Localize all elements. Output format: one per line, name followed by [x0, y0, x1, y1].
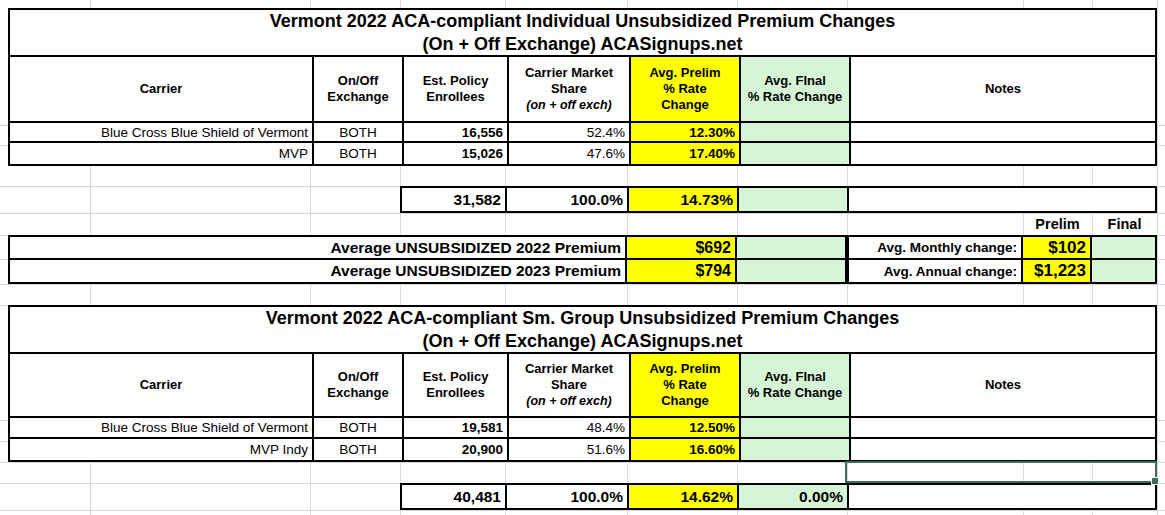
- monthly-change-label[interactable]: Avg. Monthly change:: [849, 237, 1021, 258]
- header-cell-prelim-rate[interactable]: Avg. Prelim% RateChange: [629, 57, 739, 121]
- header-cell-final-rate[interactable]: Avg. FInal% Rate Change: [739, 57, 849, 121]
- individual-market-table: Vermont 2022 ACA-compliant Individual Un…: [8, 8, 1157, 166]
- small-group-table: Vermont 2022 ACA-compliant Sm. Group Uns…: [8, 305, 1157, 462]
- table-row: Blue Cross Blue Shield of Vermont BOTH 1…: [10, 123, 1155, 143]
- total-final-cell[interactable]: 0.00%: [737, 485, 847, 508]
- spreadsheet-canvas: Vermont 2022 ACA-compliant Individual Un…: [0, 0, 1165, 515]
- final-rate-cell[interactable]: [739, 439, 849, 460]
- notes-cell[interactable]: [849, 418, 1155, 437]
- annual-change-final[interactable]: [1090, 260, 1155, 282]
- title-line-1: Vermont 2022 ACA-compliant Individual Un…: [270, 10, 895, 33]
- title-line-2: (On + Off Exchange) ACASignups.net: [423, 33, 743, 56]
- header-cell-notes[interactable]: Notes: [849, 57, 1155, 121]
- exchange-cell[interactable]: BOTH: [312, 439, 402, 460]
- monthly-change-final[interactable]: [1090, 237, 1155, 258]
- table-row: Blue Cross Blue Shield of Vermont BOTH 1…: [10, 418, 1155, 439]
- exchange-cell[interactable]: BOTH: [312, 143, 402, 164]
- header-cell-enrollees[interactable]: Est. PolicyEnrollees: [402, 354, 507, 416]
- premium-2022-final[interactable]: [735, 237, 845, 258]
- final-rate-cell[interactable]: [739, 143, 849, 164]
- enrollees-cell[interactable]: 19,581: [402, 418, 507, 437]
- prelim-rate-cell[interactable]: 16.60%: [629, 439, 739, 460]
- header-cell-prelim-rate[interactable]: Avg. Prelim% RateChange: [629, 354, 739, 416]
- market-share-cell[interactable]: 48.4%: [507, 418, 629, 437]
- premium-2023-value[interactable]: $794: [625, 260, 735, 282]
- average-premium-box: Average UNSUBSIDIZED 2022 Premium $692 A…: [8, 235, 847, 284]
- market-share-cell[interactable]: 47.6%: [507, 143, 629, 164]
- header-cell-final-rate[interactable]: Avg. FInal% Rate Change: [739, 354, 849, 416]
- prelim-rate-cell[interactable]: 17.40%: [629, 143, 739, 164]
- enrollees-cell[interactable]: 16,556: [402, 123, 507, 141]
- gridline: [0, 213, 1165, 214]
- annual-change-label[interactable]: Avg. Annual change:: [849, 260, 1021, 282]
- monthly-change-value[interactable]: $102: [1021, 237, 1090, 258]
- notes-cell[interactable]: [849, 439, 1155, 460]
- gridline: [0, 510, 1165, 511]
- total-prelim-cell[interactable]: 14.62%: [627, 485, 737, 508]
- average-change-box: Avg. Monthly change: $102 Avg. Annual ch…: [847, 235, 1157, 284]
- total-share-cell[interactable]: 100.0%: [505, 188, 627, 211]
- fill-handle[interactable]: [1151, 477, 1159, 485]
- prelim-rate-cell[interactable]: 12.50%: [629, 418, 739, 437]
- gridline: [1157, 0, 1158, 515]
- header-cell-market-share[interactable]: Carrier MarketShare(on + off exch): [507, 57, 629, 121]
- total-share-cell[interactable]: 100.0%: [505, 485, 627, 508]
- carrier-cell[interactable]: Blue Cross Blue Shield of Vermont: [10, 123, 312, 141]
- premium-row: Average UNSUBSIDIZED 2022 Premium $692: [10, 237, 845, 260]
- premium-2022-label[interactable]: Average UNSUBSIDIZED 2022 Premium: [10, 237, 625, 258]
- selected-cell[interactable]: [845, 461, 1157, 483]
- carrier-cell[interactable]: MVP Indy: [10, 439, 312, 460]
- change-row: Avg. Annual change: $1,223: [849, 260, 1155, 282]
- header-cell-exchange[interactable]: On/OffExchange: [312, 57, 402, 121]
- prelim-rate-cell[interactable]: 12.30%: [629, 123, 739, 141]
- notes-cell[interactable]: [849, 123, 1155, 141]
- carrier-cell[interactable]: MVP: [10, 143, 312, 164]
- carrier-cell[interactable]: Blue Cross Blue Shield of Vermont: [10, 418, 312, 437]
- small-group-totals-row: 40,481 100.0% 14.62% 0.00%: [400, 483, 1157, 510]
- title-line-1: Vermont 2022 ACA-compliant Sm. Group Uns…: [266, 307, 899, 330]
- header-cell-carrier[interactable]: Carrier: [10, 354, 312, 416]
- exchange-cell[interactable]: BOTH: [312, 418, 402, 437]
- exchange-cell[interactable]: BOTH: [312, 123, 402, 141]
- header-cell-market-share[interactable]: Carrier MarketShare(on + off exch): [507, 354, 629, 416]
- market-share-cell[interactable]: 51.6%: [507, 439, 629, 460]
- premium-2022-value[interactable]: $692: [625, 237, 735, 258]
- total-final-cell[interactable]: [737, 188, 847, 211]
- prelim-column-label[interactable]: Prelim: [1023, 213, 1092, 235]
- table-row: MVP BOTH 15,026 47.6% 17.40%: [10, 143, 1155, 164]
- small-group-table-title: Vermont 2022 ACA-compliant Sm. Group Uns…: [10, 307, 1155, 354]
- total-enrollees-cell[interactable]: 31,582: [402, 188, 505, 211]
- header-cell-carrier[interactable]: Carrier: [10, 57, 312, 121]
- total-notes-cell[interactable]: [847, 188, 1155, 211]
- total-enrollees-cell[interactable]: 40,481: [402, 485, 505, 508]
- final-column-label[interactable]: Final: [1092, 213, 1157, 235]
- header-cell-notes[interactable]: Notes: [849, 354, 1155, 416]
- premium-2023-final[interactable]: [735, 260, 845, 282]
- individual-table-title: Vermont 2022 ACA-compliant Individual Un…: [10, 10, 1155, 57]
- enrollees-cell[interactable]: 15,026: [402, 143, 507, 164]
- enrollees-cell[interactable]: 20,900: [402, 439, 507, 460]
- header-cell-enrollees[interactable]: Est. PolicyEnrollees: [402, 57, 507, 121]
- header-row: Carrier On/OffExchange Est. PolicyEnroll…: [10, 57, 1155, 123]
- gridline: [0, 284, 1165, 285]
- total-prelim-cell[interactable]: 14.73%: [627, 188, 737, 211]
- header-row: Carrier On/OffExchange Est. PolicyEnroll…: [10, 354, 1155, 418]
- premium-row: Average UNSUBSIDIZED 2023 Premium $794: [10, 260, 845, 282]
- title-line-2: (On + Off Exchange) ACASignups.net: [423, 330, 743, 353]
- final-rate-cell[interactable]: [739, 123, 849, 141]
- market-share-cell[interactable]: 52.4%: [507, 123, 629, 141]
- individual-totals-row: 31,582 100.0% 14.73%: [400, 186, 1157, 213]
- notes-cell[interactable]: [849, 143, 1155, 164]
- annual-change-value[interactable]: $1,223: [1021, 260, 1090, 282]
- final-rate-cell[interactable]: [739, 418, 849, 437]
- table-row: MVP Indy BOTH 20,900 51.6% 16.60%: [10, 439, 1155, 460]
- header-cell-exchange[interactable]: On/OffExchange: [312, 354, 402, 416]
- total-notes-cell[interactable]: [847, 485, 1155, 508]
- change-row: Avg. Monthly change: $102: [849, 237, 1155, 260]
- premium-2023-label[interactable]: Average UNSUBSIDIZED 2023 Premium: [10, 260, 625, 282]
